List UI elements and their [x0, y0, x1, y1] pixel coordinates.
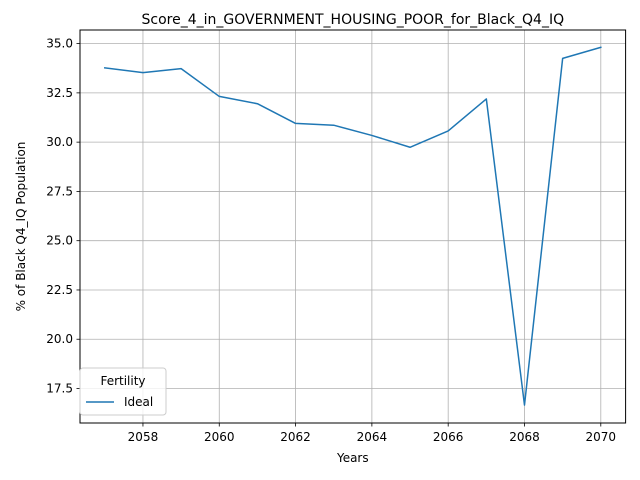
grid — [80, 30, 626, 423]
legend: Fertility Ideal — [79, 367, 167, 416]
x-tick-label: 2068 — [509, 430, 540, 444]
x-tick-label: 2064 — [357, 430, 388, 444]
legend-entry-label: Ideal — [124, 395, 153, 409]
chart-title: Score_4_in_GOVERNMENT_HOUSING_POOR_for_B… — [141, 12, 564, 28]
y-tick-label: 25.0 — [46, 234, 73, 248]
y-tick-label: 27.5 — [46, 184, 73, 198]
series-line — [103, 46, 602, 406]
x-tick-label: 2070 — [586, 430, 617, 444]
y-axis-label: % of Black Q4_IQ Population — [14, 142, 28, 312]
y-tick-label: 30.0 — [46, 135, 73, 149]
x-tick-label: 2060 — [204, 430, 235, 444]
x-tick-label: 2062 — [280, 430, 311, 444]
y-tick-label: 17.5 — [46, 382, 73, 396]
x-axis: 2058 2060 2062 2064 2066 2068 2070 — [128, 423, 616, 444]
y-tick-label: 35.0 — [46, 37, 73, 51]
y-tick-label: 22.5 — [46, 283, 73, 297]
y-axis: 17.5 20.0 22.5 25.0 27.5 30.0 32.5 35.0 — [46, 37, 80, 396]
x-tick-label: 2066 — [433, 430, 464, 444]
legend-box — [79, 367, 167, 416]
legend-title: Fertility — [100, 374, 145, 388]
x-axis-label: Years — [336, 451, 369, 465]
series-layer — [103, 46, 602, 406]
x-tick-label: 2058 — [128, 430, 159, 444]
y-tick-label: 32.5 — [46, 86, 73, 100]
y-tick-label: 20.0 — [46, 332, 73, 346]
plot-frame — [79, 29, 627, 424]
